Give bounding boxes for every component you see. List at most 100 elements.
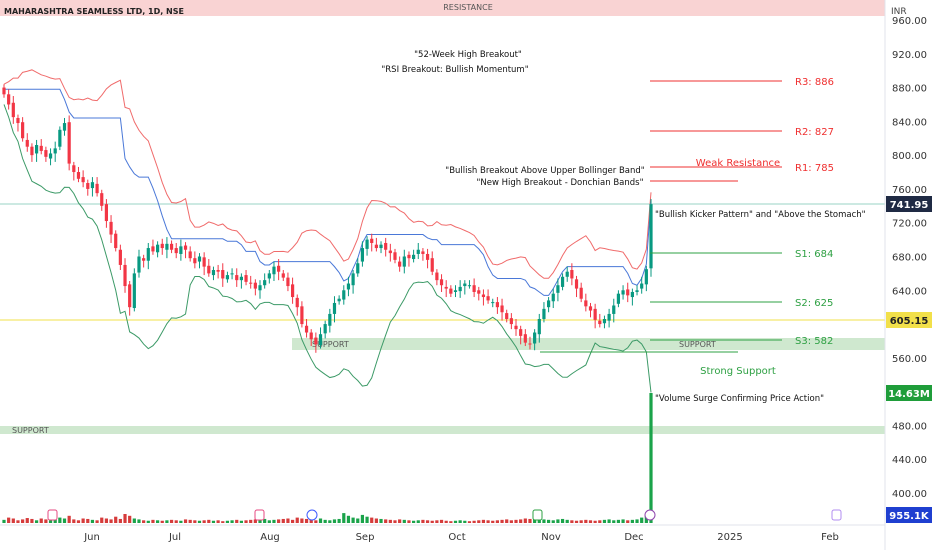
- volume-bar: [560, 518, 565, 523]
- candle-body: [267, 273, 271, 279]
- time-tick-label: Jul: [168, 532, 181, 543]
- candle-body: [467, 285, 472, 287]
- volume-bar: [630, 519, 634, 523]
- time-tick-label: Feb: [821, 532, 839, 543]
- volume-bar: [123, 514, 127, 523]
- volume-bar: [430, 520, 434, 523]
- time-tick-label: Nov: [541, 532, 561, 543]
- earnings-marker-icon[interactable]: [254, 509, 265, 521]
- volume-bar: [239, 520, 243, 523]
- volume-bar: [67, 515, 71, 523]
- candle-body: [114, 233, 118, 249]
- price-tick-label: 720.00: [892, 219, 927, 230]
- volume-bar: [472, 520, 476, 523]
- candle-body: [53, 148, 57, 154]
- time-tick-label: Oct: [448, 532, 465, 543]
- candle-body: [216, 270, 220, 272]
- volume-bar: [174, 520, 178, 523]
- volume-bar: [44, 519, 48, 523]
- candle-body: [249, 282, 253, 284]
- candle-body: [463, 283, 467, 287]
- volume-bar: [328, 520, 332, 523]
- volume-bar: [235, 519, 239, 523]
- symbol-title[interactable]: MAHARASHTRA SEAMLESS LTD, 1D, NSE: [4, 7, 184, 16]
- volume-bar: [128, 515, 132, 523]
- event-markers: [47, 509, 842, 521]
- candle-body: [323, 324, 327, 334]
- volume-bar: [337, 518, 341, 523]
- volume-bar: [607, 519, 611, 523]
- volume-bar: [258, 518, 262, 523]
- candle-body: [277, 265, 281, 272]
- support-zone-lower: [0, 426, 885, 434]
- volume-bar: [370, 517, 374, 523]
- volume-bar: [11, 518, 15, 523]
- candle-body: [412, 254, 416, 260]
- price-tick-label: 960.00: [892, 16, 927, 27]
- volume-bar: [81, 518, 85, 523]
- candle-body: [519, 329, 523, 336]
- candle-body: [25, 139, 29, 147]
- candle-body: [58, 129, 62, 147]
- volume-bar: [477, 520, 481, 523]
- volume-bar: [86, 518, 90, 523]
- volume-bar: [100, 517, 104, 523]
- volume-bar: [304, 518, 309, 523]
- yellow-price-tag: [886, 312, 932, 328]
- volume-bar: [398, 519, 402, 523]
- volume-bar: [384, 519, 388, 523]
- volume-bar: [277, 519, 281, 523]
- price-tick-label: 680.00: [892, 253, 927, 264]
- s1-label: S1: 684: [795, 249, 833, 260]
- volume-bar: [528, 518, 532, 523]
- candle-body: [239, 276, 243, 281]
- annotation-bollinger: "Bullish Breakout Above Upper Bollinger …: [445, 166, 645, 176]
- candle-body: [472, 285, 476, 292]
- earnings-marker-icon[interactable]: [831, 509, 842, 521]
- volume-bar: [146, 520, 150, 523]
- earnings-marker-icon[interactable]: [532, 509, 543, 521]
- flash-marker-icon[interactable]: [644, 509, 656, 521]
- candle-body: [230, 273, 234, 275]
- volume-last-tag-text: 14.63M: [888, 389, 930, 400]
- volume-bar: [151, 519, 155, 523]
- volume-bar: [635, 519, 639, 523]
- candle-body: [384, 242, 388, 250]
- volume-bar: [295, 517, 299, 523]
- candle-body: [509, 318, 513, 325]
- candle-body: [156, 244, 160, 253]
- volume-bar: [179, 520, 183, 523]
- candle-body: [393, 252, 397, 260]
- price-tick-label: 400.00: [892, 489, 927, 500]
- earnings-marker-icon[interactable]: [47, 509, 58, 521]
- candle-body: [630, 291, 634, 298]
- volume-bar: [346, 515, 351, 523]
- candle-body: [439, 279, 444, 286]
- price-tick-label: 440.00: [892, 455, 927, 466]
- candle-body: [337, 298, 341, 302]
- volume-bar: [546, 519, 551, 523]
- volume-bar: [16, 520, 20, 523]
- volume-bar: [449, 521, 453, 523]
- volume-bar: [495, 520, 499, 523]
- candle-body: [30, 146, 34, 156]
- candle-body: [197, 256, 202, 262]
- candle-body: [244, 275, 248, 282]
- volume-bar: [221, 521, 225, 523]
- volume-bar: [318, 518, 323, 523]
- candle-body: [128, 284, 132, 308]
- candle-body: [304, 325, 309, 333]
- dividend-marker-icon[interactable]: [306, 509, 318, 521]
- candle-body: [365, 239, 369, 249]
- candle-body: [486, 296, 490, 301]
- volume-bar: [225, 520, 230, 523]
- volume-bar: [207, 519, 211, 523]
- volume-bar: [21, 519, 25, 523]
- candle-body: [444, 286, 448, 289]
- volume-bar: [463, 520, 467, 523]
- candle-body: [272, 266, 276, 275]
- volume-bar: [425, 520, 430, 523]
- volume-bar: [519, 519, 523, 523]
- candle-body: [72, 165, 76, 173]
